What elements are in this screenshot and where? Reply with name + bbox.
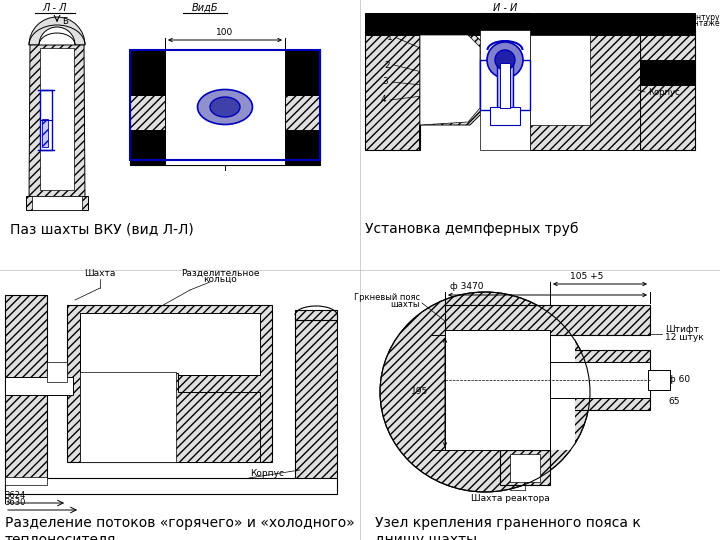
- Bar: [130, 50, 320, 165]
- Text: Корпус: Корпус: [250, 469, 284, 478]
- Text: 4: 4: [380, 96, 386, 105]
- Text: 100: 100: [217, 28, 233, 37]
- Bar: [550, 350, 650, 410]
- Text: 105 +5: 105 +5: [570, 272, 603, 281]
- Bar: [365, 30, 420, 150]
- Bar: [40, 90, 52, 150]
- Bar: [445, 305, 650, 335]
- Bar: [480, 30, 530, 150]
- Text: Разделение потоков «горячего» и «холодного»
теплоносителя: Разделение потоков «горячего» и «холодно…: [5, 516, 355, 540]
- Text: ф 60: ф 60: [668, 375, 690, 384]
- Bar: [497, 60, 513, 110]
- Bar: [80, 313, 260, 375]
- Text: 12 штук: 12 штук: [665, 333, 703, 341]
- Bar: [47, 362, 67, 382]
- Bar: [5, 477, 47, 485]
- Bar: [42, 119, 48, 147]
- Text: 3624: 3624: [4, 491, 25, 500]
- Bar: [648, 370, 670, 390]
- Polygon shape: [80, 373, 260, 462]
- Text: 3: 3: [382, 78, 388, 86]
- Bar: [130, 130, 165, 165]
- Wedge shape: [29, 17, 85, 45]
- Bar: [80, 372, 176, 462]
- Text: нкв при монтаже: нкв при монтаже: [649, 19, 719, 28]
- Text: Л - Л: Л - Л: [42, 3, 67, 13]
- Bar: [640, 60, 695, 85]
- Text: 8,5±2 по контуру: 8,5±2 по контуру: [649, 13, 719, 22]
- Bar: [500, 450, 550, 485]
- Polygon shape: [420, 30, 485, 150]
- Text: 3630: 3630: [4, 498, 25, 507]
- Text: Ø36ДД*: Ø36ДД*: [393, 17, 428, 26]
- Text: 195: 195: [410, 388, 428, 396]
- Bar: [480, 60, 530, 110]
- Polygon shape: [29, 45, 85, 200]
- Bar: [550, 362, 650, 398]
- Text: ВидБ: ВидБ: [192, 3, 218, 13]
- Polygon shape: [530, 30, 640, 150]
- Bar: [32, 196, 82, 210]
- Bar: [5, 478, 337, 494]
- Bar: [67, 305, 272, 462]
- Text: 2: 2: [384, 60, 390, 70]
- Bar: [295, 310, 337, 320]
- Bar: [445, 330, 550, 450]
- Polygon shape: [40, 48, 74, 190]
- Text: И - И: И - И: [493, 3, 517, 13]
- Bar: [640, 30, 695, 150]
- Text: Штифт: Штифт: [665, 326, 699, 334]
- Text: Б: Б: [62, 17, 68, 25]
- Bar: [130, 50, 165, 95]
- Bar: [530, 35, 590, 125]
- Polygon shape: [420, 35, 480, 125]
- Ellipse shape: [380, 292, 590, 492]
- Text: Разделительное: Разделительное: [181, 269, 259, 278]
- Bar: [285, 50, 320, 95]
- Text: Гркневый пояс: Гркневый пояс: [354, 293, 420, 302]
- Bar: [445, 320, 575, 450]
- Bar: [365, 13, 695, 35]
- Text: 1: 1: [387, 33, 393, 43]
- Bar: [26, 196, 88, 210]
- Polygon shape: [445, 320, 530, 450]
- Circle shape: [487, 42, 523, 78]
- Bar: [500, 63, 510, 108]
- Ellipse shape: [210, 97, 240, 117]
- Bar: [510, 454, 540, 482]
- Text: Узел крепления граненного пояса к
днищу шахты: Узел крепления граненного пояса к днищу …: [375, 516, 641, 540]
- Text: Шахта реактора: Шахта реактора: [471, 494, 549, 503]
- Bar: [490, 107, 520, 125]
- Bar: [165, 50, 285, 165]
- Text: Корпус: Корпус: [648, 88, 680, 97]
- Text: Установка демпферных труб: Установка демпферных труб: [365, 222, 578, 236]
- Bar: [285, 130, 320, 165]
- Text: шахты: шахты: [390, 300, 420, 309]
- Text: Паз шахты ВКУ (вид Л-Л): Паз шахты ВКУ (вид Л-Л): [10, 222, 194, 236]
- Text: 65: 65: [668, 397, 680, 407]
- Bar: [130, 50, 320, 160]
- Text: ф 3470: ф 3470: [450, 282, 484, 291]
- Text: Шахта: Шахта: [84, 269, 116, 278]
- Text: М20*: М20*: [455, 28, 477, 37]
- Bar: [295, 315, 337, 480]
- Ellipse shape: [197, 90, 253, 125]
- Text: кольцо: кольцо: [203, 275, 237, 284]
- Bar: [5, 377, 73, 395]
- Bar: [5, 295, 47, 480]
- Circle shape: [495, 50, 515, 70]
